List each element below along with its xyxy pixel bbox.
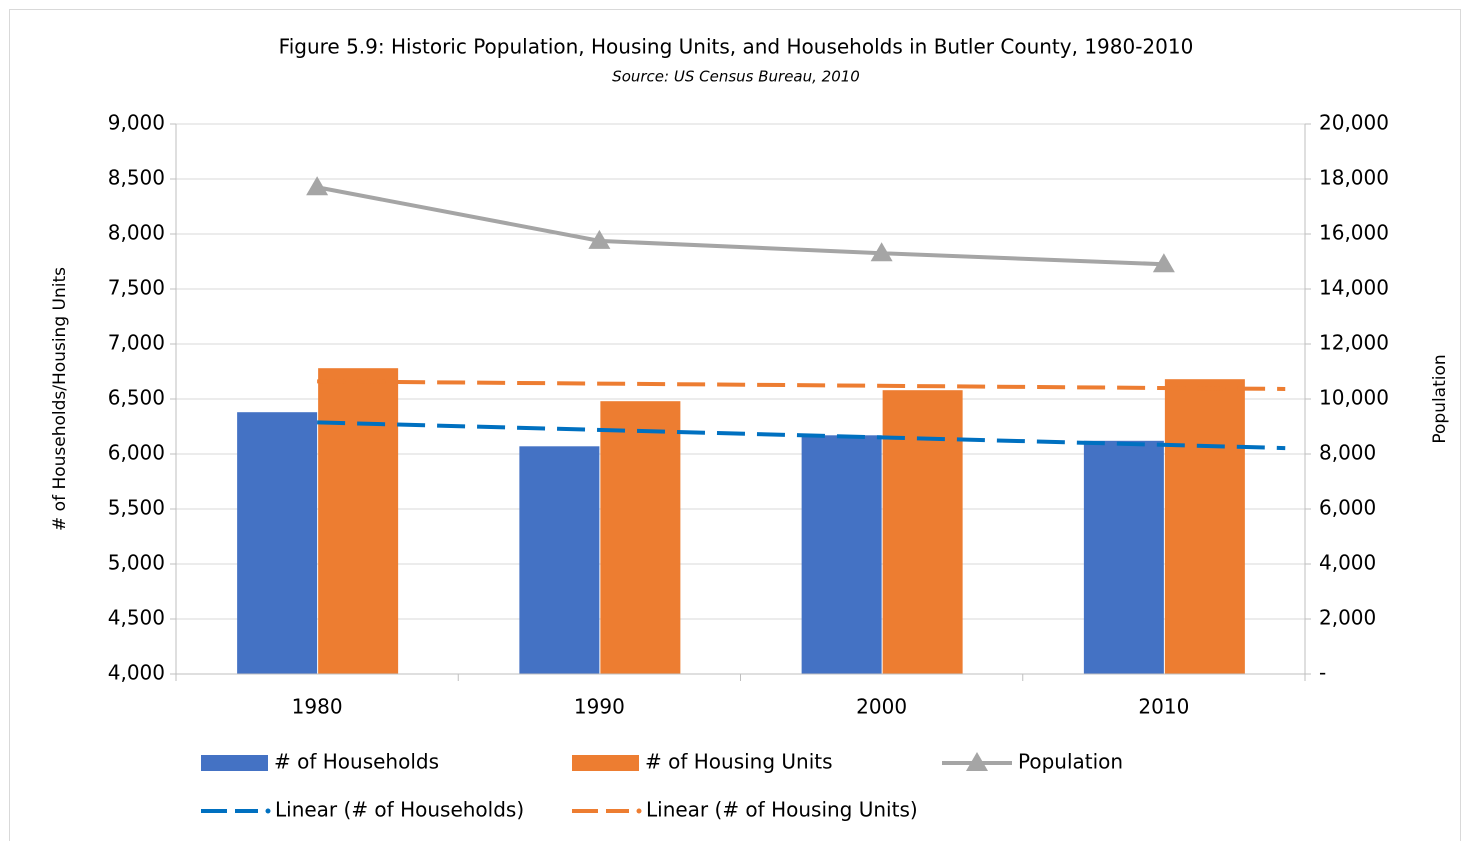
y-tick-label: 8,500 <box>108 166 165 190</box>
legend-dot <box>265 808 271 814</box>
y2-tick-label: 14,000 <box>1319 276 1389 300</box>
y2-tick-label: 20,000 <box>1319 111 1389 135</box>
y2-tick-label: 12,000 <box>1319 331 1389 355</box>
bar <box>237 412 318 674</box>
y-tick-label: 5,500 <box>108 496 165 520</box>
y2-tick-label: 16,000 <box>1319 221 1389 245</box>
y2-tick-label: 4,000 <box>1319 551 1376 575</box>
x-tick-label: 1980 <box>292 695 343 719</box>
y2-tick-label: - <box>1319 661 1326 685</box>
x-tick-label: 2010 <box>1138 695 1189 719</box>
chart-title: Figure 5.9: Historic Population, Housing… <box>279 35 1194 59</box>
legend-label: # of Households <box>274 750 439 774</box>
y-tick-label: 7,500 <box>108 276 165 300</box>
legend-swatch <box>201 755 268 771</box>
y2-tick-label: 8,000 <box>1319 441 1376 465</box>
bar <box>801 435 882 674</box>
legend-dot <box>636 808 642 814</box>
bar <box>519 446 600 674</box>
y-tick-label: 4,500 <box>108 606 165 630</box>
bar <box>318 368 399 674</box>
legend-label: # of Housing Units <box>645 750 833 774</box>
y-tick-label: 5,000 <box>108 551 165 575</box>
y2-tick-label: 18,000 <box>1319 166 1389 190</box>
y-tick-label: 6,000 <box>108 441 165 465</box>
marker <box>588 229 611 249</box>
marker <box>1152 253 1175 273</box>
y2-tick-label: 6,000 <box>1319 496 1376 520</box>
bar <box>600 401 681 674</box>
legend-swatch <box>572 755 639 771</box>
y-tick-label: 8,000 <box>108 221 165 245</box>
legend-label: Linear (# of Housing Units) <box>646 798 918 822</box>
marker <box>306 176 329 196</box>
x-tick-label: 2000 <box>856 695 907 719</box>
chart-subtitle: Source: US Census Bureau, 2010 <box>612 68 860 86</box>
legend-label: Population <box>1018 750 1123 774</box>
trendline <box>317 420 1286 451</box>
y-axis-title: # of Households/Housing Units <box>50 267 70 531</box>
legend-marker <box>966 752 988 771</box>
x-tick-label: 1990 <box>574 695 625 719</box>
trendline <box>317 379 1286 391</box>
legend-label: Linear (# of Households) <box>275 798 524 822</box>
y2-tick-label: 2,000 <box>1319 606 1376 630</box>
y-tick-label: 7,000 <box>108 331 165 355</box>
y-tick-label: 9,000 <box>108 111 165 135</box>
bar <box>882 390 963 674</box>
line-series <box>316 185 1164 267</box>
y-tick-label: 4,000 <box>108 661 165 685</box>
marker <box>870 242 893 262</box>
y2-axis-title: Population <box>1430 354 1450 443</box>
y-tick-label: 6,500 <box>108 386 165 410</box>
bar <box>1083 440 1164 674</box>
bar <box>1164 379 1245 674</box>
y2-tick-label: 10,000 <box>1319 386 1389 410</box>
